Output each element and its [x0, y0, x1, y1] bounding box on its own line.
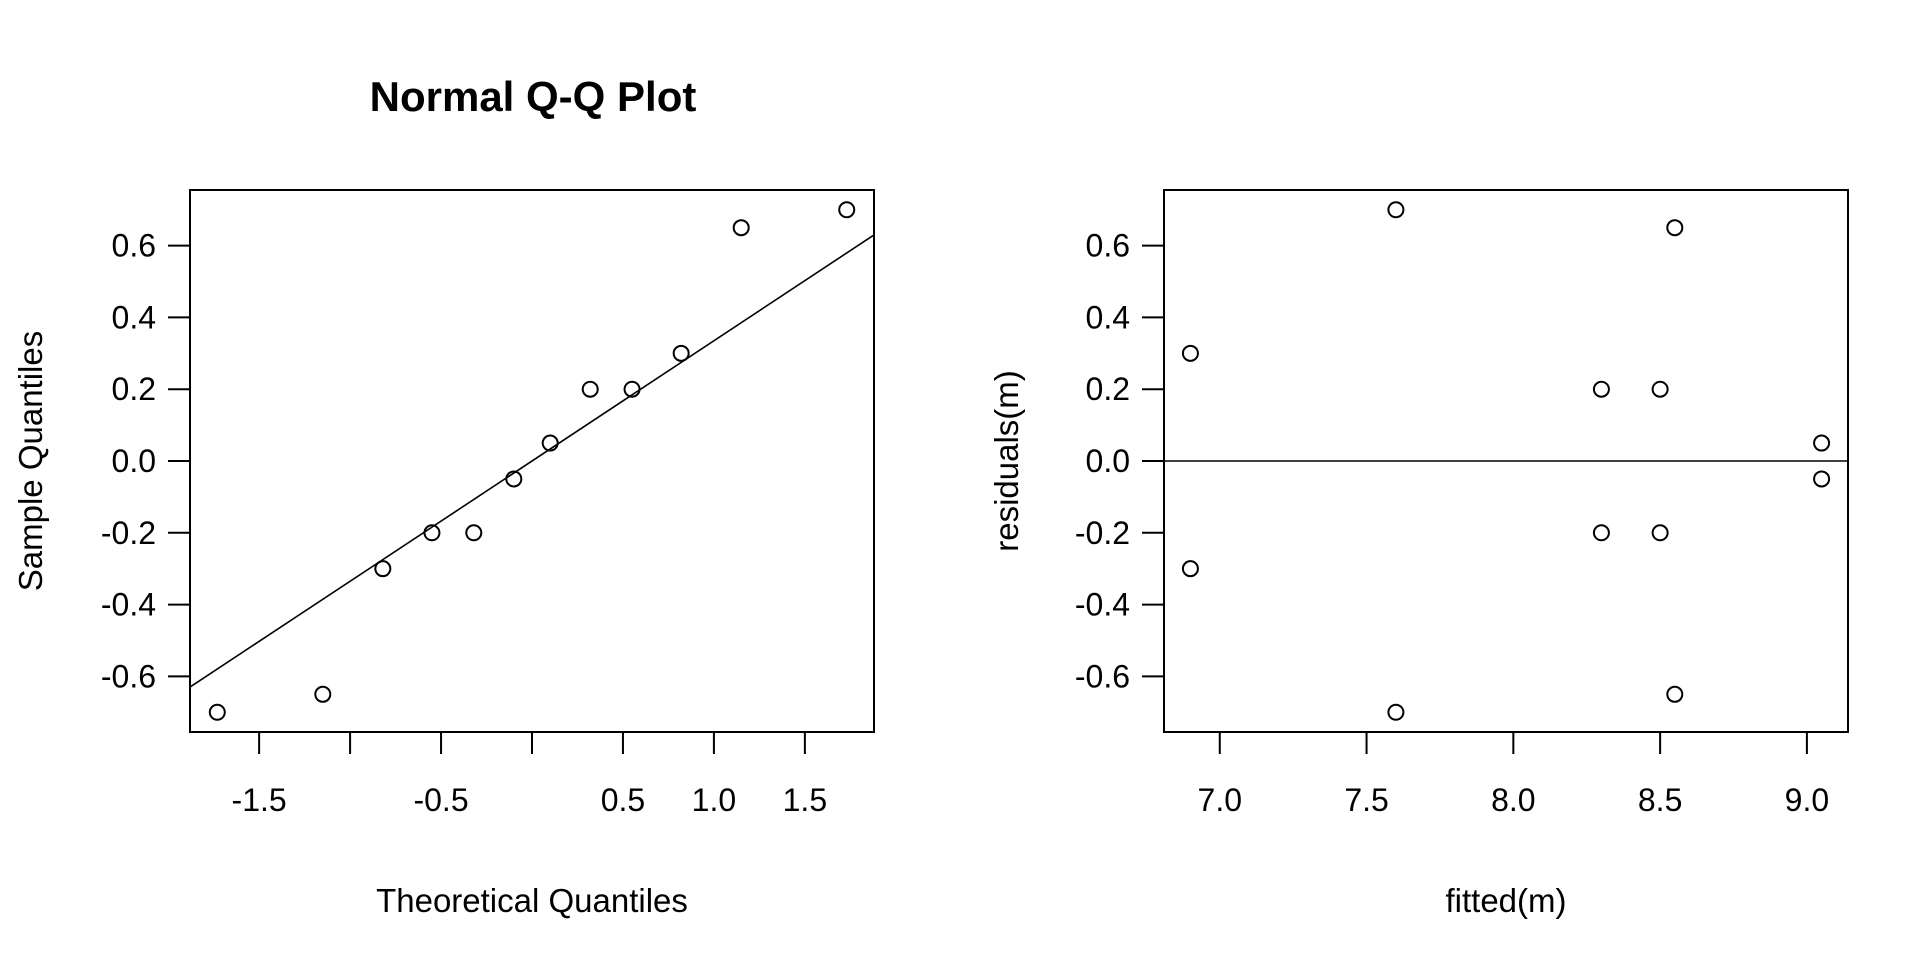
qq-data-point	[623, 380, 641, 398]
qq-ticks: -1.5 -0.5 0.5 1.0 1.5 -0.6 -0.4 -0.2 0.0 0.2 0.4 0.…	[101, 228, 827, 818]
residuals-x-axis-label: fitted(m)	[1445, 882, 1566, 919]
qq-data-point	[465, 524, 483, 542]
residuals-data-point	[1651, 524, 1669, 542]
residuals-y-tick-label: -0.2	[1075, 515, 1130, 551]
qq-data-point	[581, 380, 599, 398]
qq-x-tick-label: -0.5	[413, 782, 468, 818]
residuals-x-tick-label: 9.0	[1785, 782, 1829, 818]
qq-data-point	[541, 434, 559, 452]
residuals-data-point	[1592, 380, 1610, 398]
residuals-data-point	[1387, 703, 1405, 721]
residuals-y-tick-label: 0.0	[1086, 443, 1130, 479]
qq-data-point	[732, 219, 750, 237]
residuals-data-point	[1666, 219, 1684, 237]
residuals-points	[1181, 201, 1831, 721]
residuals-y-tick-label: -0.6	[1075, 658, 1130, 694]
qq-data-point	[505, 470, 523, 488]
qq-data-point	[208, 703, 226, 721]
residuals-x-tick-label: 7.5	[1344, 782, 1388, 818]
qq-data-point	[838, 201, 856, 219]
residuals-ticks: 7.0 7.5 8.0 8.5 9.0 -0.6 -0.4 -0.2 0.0 0.2 0.4 0.6	[1075, 228, 1829, 818]
qq-y-tick-label: 0.4	[112, 299, 156, 335]
qq-y-tick-label: 0.0	[112, 443, 156, 479]
residuals-data-point	[1181, 560, 1199, 578]
qq-x-axis-label: Theoretical Quantiles	[376, 882, 688, 919]
qq-y-tick-label: -0.2	[101, 515, 156, 551]
qq-y-tick-label: 0.6	[112, 228, 156, 264]
qq-plot-panel: Normal Q-Q Plot Theoretical Quantiles Sa…	[12, 73, 875, 919]
qq-x-tick-label: -1.5	[232, 782, 287, 818]
qq-y-tick-label: 0.2	[112, 371, 156, 407]
residuals-plot-panel: fitted(m) residuals(m) 7.0 7.5 8.0 8.5 9.0 -0…	[988, 189, 1849, 919]
residuals-data-point	[1813, 434, 1831, 452]
residuals-x-tick-label: 7.0	[1198, 782, 1242, 818]
residuals-y-tick-label: -0.4	[1075, 587, 1130, 623]
residuals-y-axis-label: residuals(m)	[988, 370, 1025, 552]
qq-reference-line-group	[189, 234, 875, 688]
residuals-data-point	[1592, 524, 1610, 542]
qq-data-point	[423, 524, 441, 542]
qq-y-tick-label: -0.6	[101, 658, 156, 694]
qq-data-point	[374, 560, 392, 578]
residuals-y-tick-label: 0.4	[1086, 299, 1130, 335]
residuals-data-point	[1651, 380, 1669, 398]
residuals-data-point	[1813, 470, 1831, 488]
residuals-x-tick-label: 8.5	[1638, 782, 1682, 818]
qq-y-tick-label: -0.4	[101, 587, 156, 623]
qq-points	[208, 201, 856, 721]
qq-y-axis-label: Sample Quantiles	[12, 331, 49, 591]
residuals-data-point	[1181, 344, 1199, 362]
qq-x-tick-label: 0.5	[601, 782, 645, 818]
qq-data-point	[672, 344, 690, 362]
qq-x-tick-label: 1.0	[692, 782, 736, 818]
qq-data-point	[314, 685, 332, 703]
qq-x-tick-label: 1.5	[783, 782, 827, 818]
qq-plot-title: Normal Q-Q Plot	[370, 73, 697, 120]
residuals-data-point	[1387, 201, 1405, 219]
residuals-data-point	[1666, 685, 1684, 703]
qq-reference-line	[189, 234, 875, 688]
residuals-y-tick-label: 0.2	[1086, 371, 1130, 407]
residuals-y-tick-label: 0.6	[1086, 228, 1130, 264]
residuals-x-tick-label: 8.0	[1491, 782, 1535, 818]
